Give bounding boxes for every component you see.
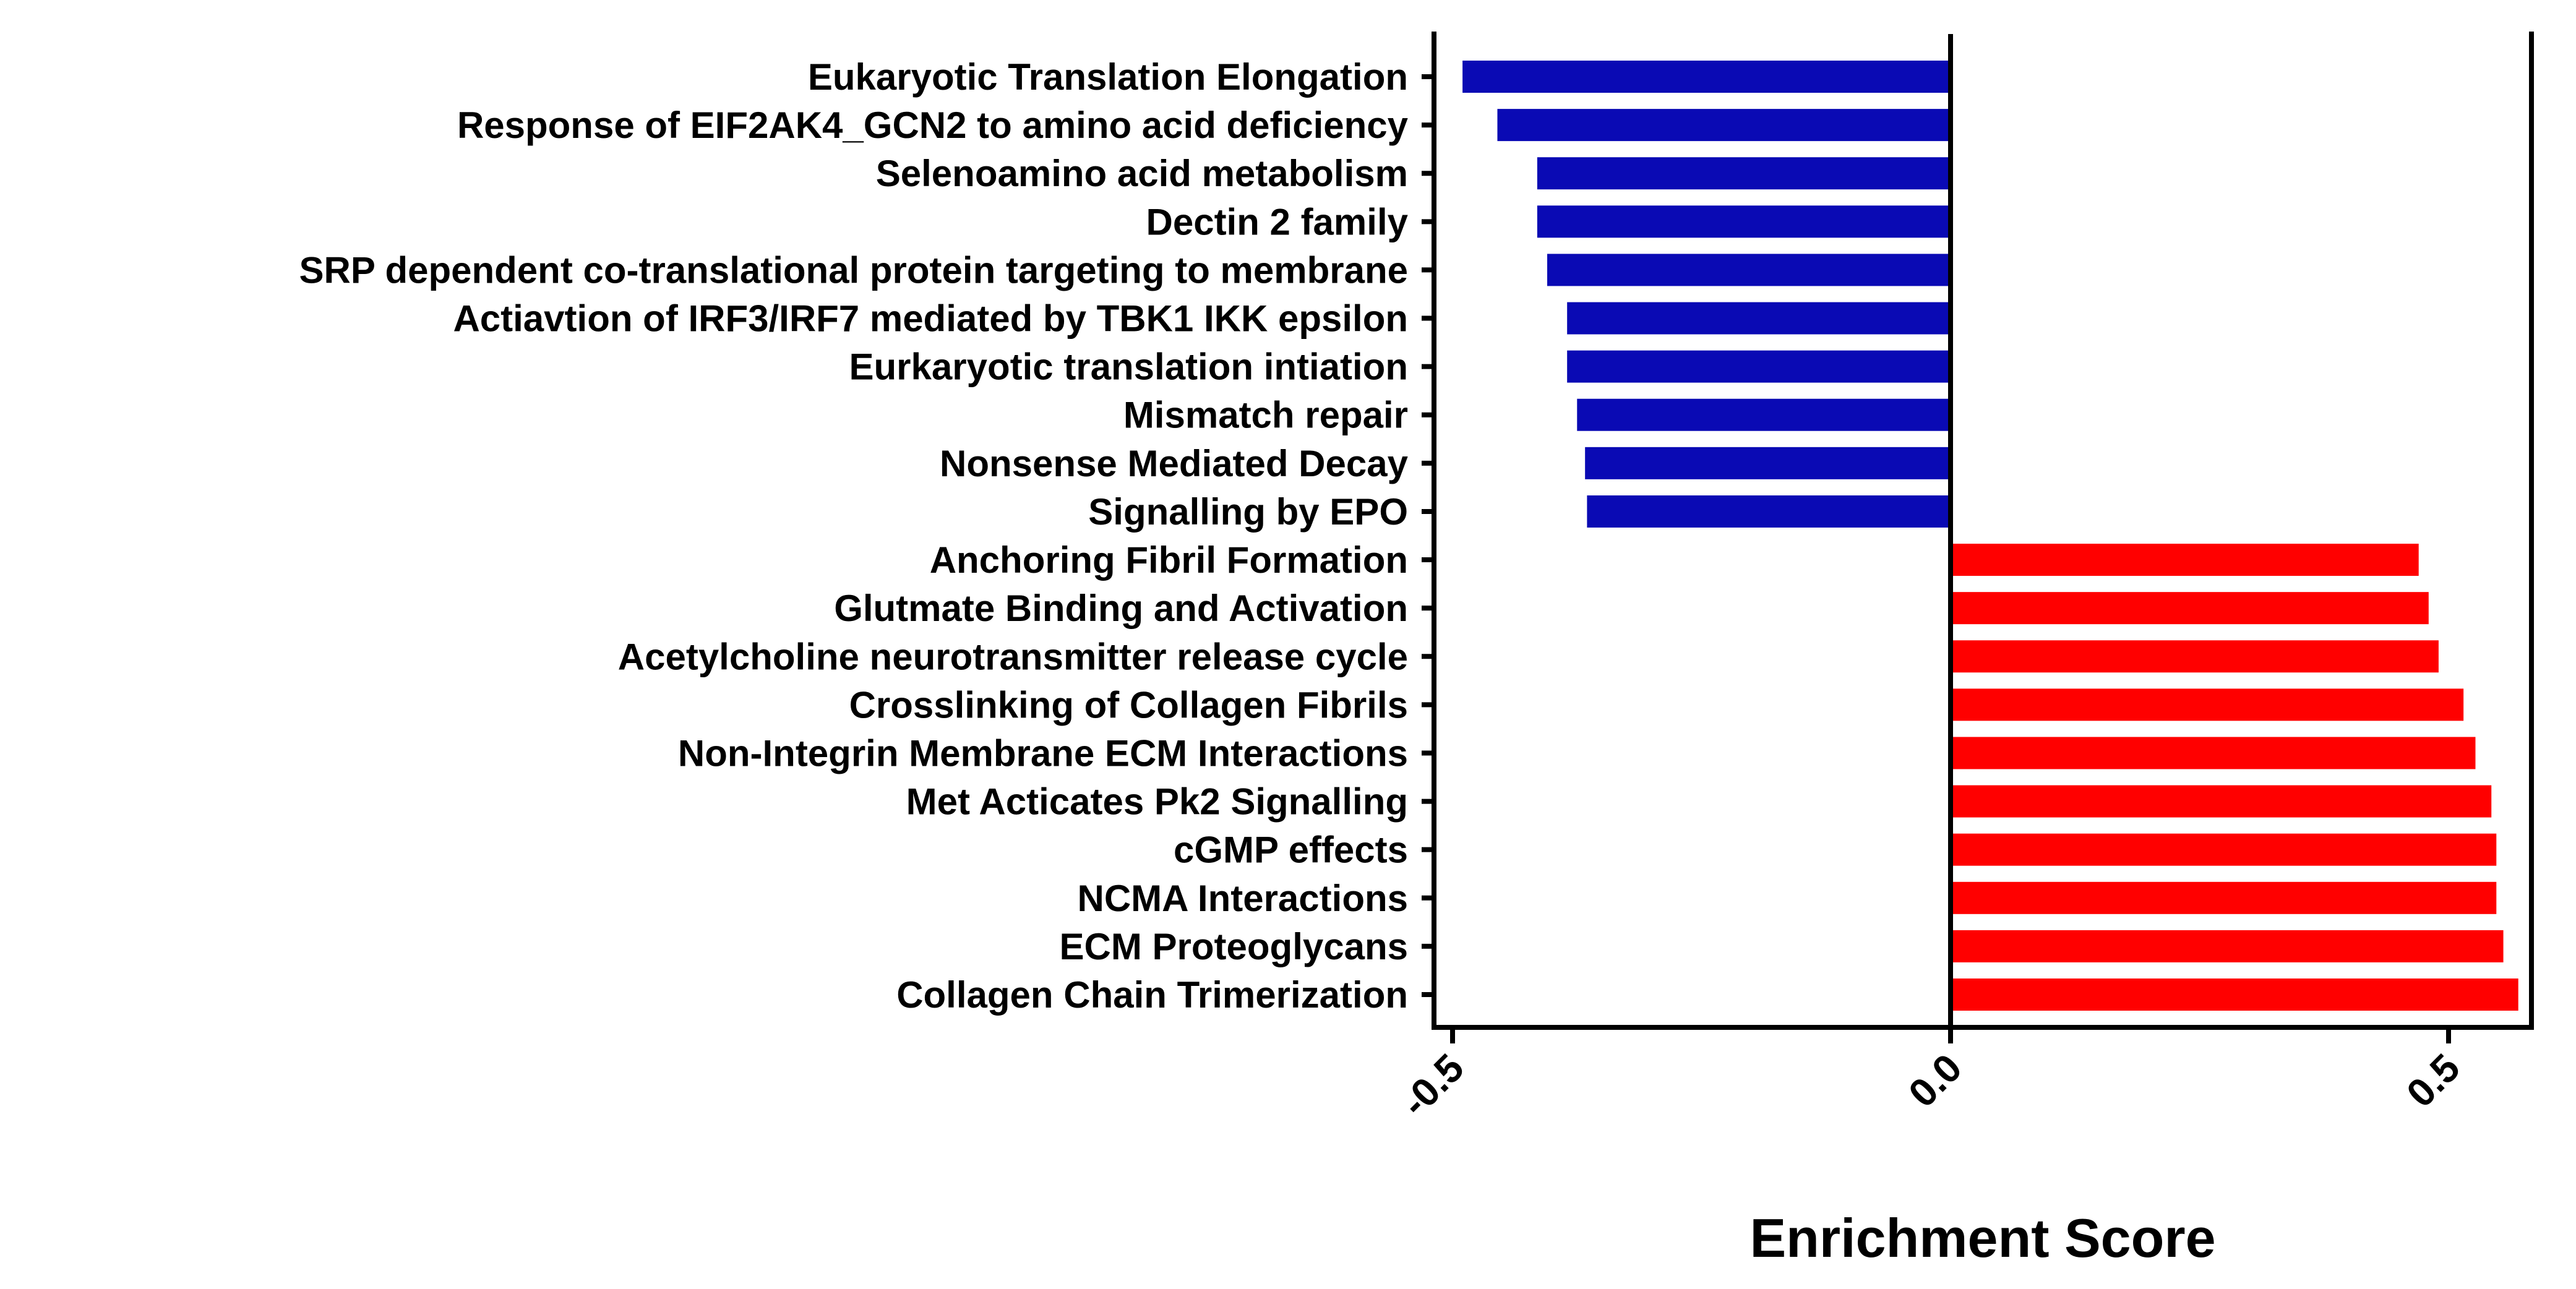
- category-label: Acetylcholine neurotransmitter release c…: [618, 636, 1408, 677]
- bar-19: [1951, 930, 2504, 962]
- bar-8: [1577, 398, 1951, 431]
- bar-12: [1951, 592, 2429, 625]
- bar-14: [1951, 688, 2464, 721]
- bar-17: [1951, 833, 2497, 866]
- bar-15: [1951, 737, 2476, 769]
- category-label: Dectin 2 family: [1146, 201, 1409, 242]
- bar-5: [1547, 254, 1951, 286]
- category-label: Eukaryotic Translation Elongation: [808, 56, 1408, 98]
- x-tick-label: 0.5: [2398, 1045, 2468, 1116]
- x-axis-title: Enrichment Score: [1750, 1207, 2215, 1269]
- bar-9: [1585, 447, 1951, 479]
- bar-18: [1951, 881, 2497, 914]
- category-label: Non-Integrin Membrane ECM Interactions: [678, 732, 1408, 774]
- category-label: cGMP effects: [1174, 829, 1408, 871]
- category-label: Nonsense Mediated Decay: [940, 443, 1409, 484]
- category-label: Glutmate Binding and Activation: [834, 588, 1408, 629]
- x-tick-label: -0.5: [1393, 1045, 1472, 1125]
- category-label: Met Acticates Pk2 Signalling: [906, 781, 1408, 823]
- plot-frame: [1422, 32, 2534, 1030]
- bar-2: [1497, 109, 1951, 142]
- category-label: NCMA Interactions: [1078, 878, 1409, 919]
- x-axis-ticks: -0.5 0.0 0.5: [1393, 1027, 2468, 1125]
- category-label: Selenoamino acid metabolism: [876, 153, 1408, 194]
- category-labels: Eukaryotic Translation Elongation Respons…: [299, 56, 1409, 1016]
- category-label: Collagen Chain Trimerization: [896, 974, 1408, 1016]
- bar-4: [1537, 205, 1951, 238]
- bar-13: [1951, 640, 2439, 673]
- x-tick-label: 0.0: [1900, 1045, 1970, 1116]
- bar-7: [1567, 350, 1951, 383]
- bar-10: [1587, 495, 1951, 528]
- category-label: Signalling by EPO: [1088, 491, 1408, 533]
- category-label: Anchoring Fibril Formation: [930, 539, 1408, 581]
- category-label: Mismatch repair: [1123, 395, 1408, 436]
- category-label: Response of EIF2AK4_GCN2 to amino acid d…: [457, 105, 1409, 146]
- bar-3: [1537, 157, 1951, 190]
- bars-group: [1462, 61, 2518, 1011]
- category-label: ECM Proteoglycans: [1060, 926, 1408, 967]
- bar-1: [1462, 61, 1951, 93]
- category-label: SRP dependent co-translational protein t…: [299, 249, 1408, 291]
- category-label: Eurkaryotic translation intiation: [849, 346, 1409, 388]
- bar-16: [1951, 785, 2492, 818]
- bar-20: [1951, 979, 2518, 1011]
- category-label: Actiavtion of IRF3/IRF7 mediated by TBK1…: [453, 298, 1408, 340]
- category-label: Crosslinking of Collagen Fibrils: [849, 684, 1408, 726]
- bar-6: [1567, 302, 1951, 335]
- bar-11: [1951, 544, 2419, 576]
